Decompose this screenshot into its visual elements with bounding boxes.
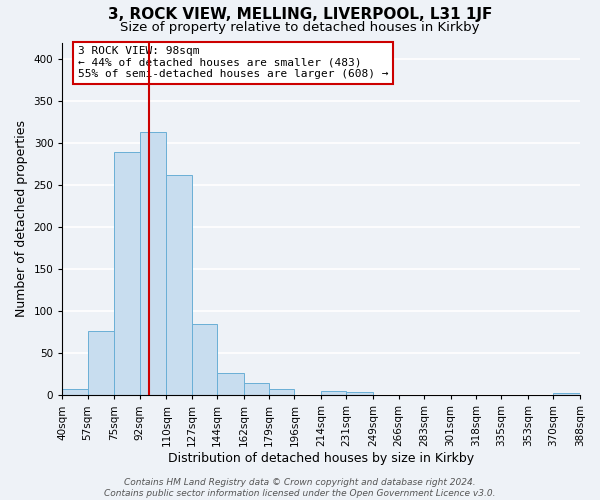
Bar bbox=[346, 392, 373, 396]
Text: 3 ROCK VIEW: 98sqm
← 44% of detached houses are smaller (483)
55% of semi-detach: 3 ROCK VIEW: 98sqm ← 44% of detached hou… bbox=[78, 46, 388, 79]
Y-axis label: Number of detached properties: Number of detached properties bbox=[15, 120, 28, 318]
Bar bbox=[88, 330, 115, 396]
Bar bbox=[321, 391, 346, 396]
Bar bbox=[140, 132, 166, 396]
Text: 3, ROCK VIEW, MELLING, LIVERPOOL, L31 1JF: 3, ROCK VIEW, MELLING, LIVERPOOL, L31 1J… bbox=[108, 8, 492, 22]
Bar bbox=[166, 175, 192, 396]
Bar bbox=[192, 324, 217, 396]
Bar bbox=[244, 382, 269, 396]
Bar bbox=[553, 393, 580, 396]
Text: Contains HM Land Registry data © Crown copyright and database right 2024.
Contai: Contains HM Land Registry data © Crown c… bbox=[104, 478, 496, 498]
X-axis label: Distribution of detached houses by size in Kirkby: Distribution of detached houses by size … bbox=[168, 452, 474, 465]
Text: Size of property relative to detached houses in Kirkby: Size of property relative to detached ho… bbox=[120, 21, 480, 34]
Bar bbox=[269, 388, 295, 396]
Bar bbox=[217, 372, 244, 396]
Bar bbox=[115, 152, 140, 396]
Bar bbox=[62, 388, 88, 396]
